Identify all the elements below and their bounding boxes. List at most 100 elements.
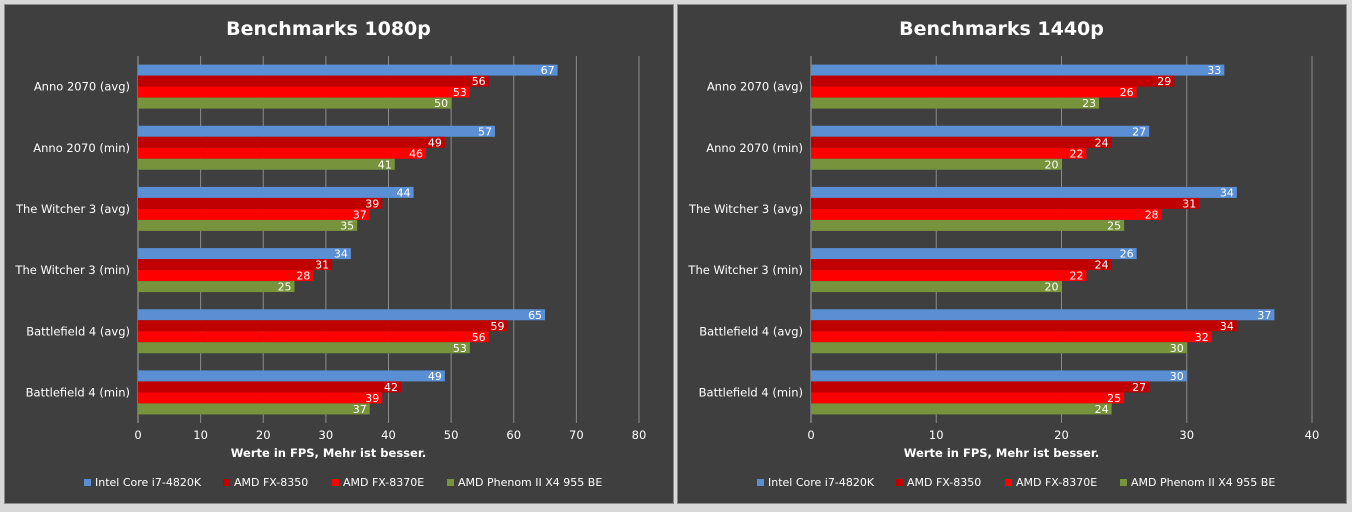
x-axis-label: Werte in FPS, Mehr ist besser. [231, 446, 426, 460]
data-label: 26 [1120, 86, 1134, 99]
bar-amd-phenom-ii-x4-955-be [138, 281, 295, 293]
category-label: Battlefield 4 (avg) [26, 324, 130, 338]
legend-swatch [1005, 479, 1012, 486]
chart-panel-1440p: Benchmarks 1440p 0 10 20 30 40 Anno 2070 (avg)… [677, 4, 1347, 504]
data-label: 29 [1157, 75, 1171, 88]
data-label: 37 [1257, 309, 1271, 322]
data-label: 32 [1195, 331, 1209, 344]
data-label: 56 [472, 331, 486, 344]
data-label: 34 [334, 248, 348, 261]
category-label: The Witcher 3 (avg) [15, 202, 130, 216]
bar-amd-fx-8370e [811, 331, 1212, 343]
data-label: 25 [1107, 219, 1121, 232]
chart-svg: Benchmarks 1080p 0 10 20 30 40 50 60 70 80 Anno 20… [14, 18, 646, 489]
bar-amd-fx-8350 [811, 75, 1175, 87]
x-tick-label: 20 [256, 428, 271, 442]
data-label: 27 [1132, 125, 1146, 138]
chart-svg: Benchmarks 1440p 0 10 20 30 40 Anno 2070 (avg)… [687, 18, 1319, 489]
bar-amd-fx-8370e [138, 86, 470, 98]
data-label: 30 [1170, 342, 1184, 355]
legend-label: Intel Core i7-4820K [95, 476, 202, 489]
x-tick-label: 40 [381, 428, 396, 442]
data-label: 49 [428, 136, 442, 149]
data-label: 31 [1182, 197, 1196, 210]
legend-label: AMD FX-8370E [343, 476, 424, 489]
legend-swatch [223, 479, 230, 486]
x-axis-label: Werte in FPS, Mehr ist besser. [904, 446, 1099, 460]
data-label: 28 [296, 270, 310, 283]
data-label: 46 [409, 147, 423, 160]
x-tick-label: 20 [1054, 428, 1069, 442]
bar-amd-phenom-ii-x4-955-be [811, 403, 1112, 415]
legend-label: Intel Core i7-4820K [768, 476, 875, 489]
data-label: 34 [1220, 186, 1234, 199]
bar-intel-core-i7-4820k [811, 309, 1275, 321]
data-label: 41 [378, 158, 392, 171]
bar-intel-core-i7-4820k [138, 248, 351, 260]
legend-swatch [332, 479, 339, 486]
chart-title: Benchmarks 1080p [226, 18, 431, 40]
data-label: 59 [490, 320, 504, 333]
data-label: 34 [1220, 320, 1234, 333]
bar-amd-phenom-ii-x4-955-be [811, 158, 1062, 170]
x-tick-label: 70 [569, 428, 584, 442]
bar-amd-fx-8370e [811, 147, 1087, 159]
data-label: 37 [353, 403, 367, 416]
bar-amd-fx-8350 [138, 136, 445, 148]
category-label: Anno 2070 (avg) [34, 80, 130, 94]
data-label: 25 [278, 281, 292, 294]
bar-intel-core-i7-4820k [811, 370, 1187, 382]
data-label: 24 [1095, 136, 1109, 149]
bar-amd-fx-8370e [811, 86, 1137, 98]
category-label: The Witcher 3 (avg) [688, 202, 803, 216]
bar-amd-fx-8370e [138, 208, 370, 220]
bar-intel-core-i7-4820k [811, 125, 1150, 137]
data-label: 53 [453, 86, 467, 99]
bar-intel-core-i7-4820k [138, 309, 546, 321]
bar-amd-phenom-ii-x4-955-be [138, 219, 358, 231]
chart-panel-1080p: Benchmarks 1080p 0 10 20 30 40 50 60 70 80 Anno 20… [4, 4, 674, 504]
category-label: Anno 2070 (min) [706, 141, 803, 155]
bar-amd-fx-8370e [138, 331, 489, 343]
bar-amd-fx-8350 [811, 259, 1112, 271]
data-label: 27 [1132, 381, 1146, 394]
bar-amd-fx-8350 [138, 320, 508, 332]
data-label: 24 [1095, 259, 1109, 272]
bar-intel-core-i7-4820k [138, 370, 445, 382]
data-label: 56 [472, 75, 486, 88]
data-label: 20 [1045, 281, 1059, 294]
x-tick-label: 30 [1179, 428, 1194, 442]
bar-amd-fx-8350 [811, 381, 1150, 393]
x-tick-label: 50 [444, 428, 459, 442]
data-label: 35 [340, 219, 354, 232]
bar-amd-phenom-ii-x4-955-be [811, 342, 1187, 354]
legend-label: AMD FX-8350 [907, 476, 981, 489]
data-label: 44 [397, 186, 411, 199]
category-label: Anno 2070 (avg) [707, 80, 803, 94]
data-label: 49 [428, 370, 442, 383]
x-tick-label: 10 [193, 428, 208, 442]
data-label: 30 [1170, 370, 1184, 383]
bar-amd-phenom-ii-x4-955-be [138, 342, 470, 354]
data-label: 24 [1095, 403, 1109, 416]
legend-swatch [84, 479, 91, 486]
bar-amd-fx-8370e [138, 147, 427, 159]
legend-swatch [896, 479, 903, 486]
bar-amd-fx-8350 [138, 197, 383, 209]
legend-label: AMD Phenom II X4 955 BE [1131, 476, 1275, 489]
bar-amd-phenom-ii-x4-955-be [811, 219, 1125, 231]
bar-amd-fx-8370e [811, 208, 1162, 220]
bar-intel-core-i7-4820k [811, 64, 1225, 76]
data-label: 50 [434, 97, 448, 110]
data-label: 28 [1145, 208, 1159, 221]
bar-amd-fx-8350 [138, 75, 489, 87]
category-label: Battlefield 4 (min) [26, 385, 130, 399]
legend-swatch [447, 479, 454, 486]
bar-amd-phenom-ii-x4-955-be [811, 281, 1062, 293]
x-tick-label: 0 [807, 428, 814, 442]
bar-amd-fx-8350 [138, 381, 402, 393]
bar-amd-phenom-ii-x4-955-be [138, 158, 395, 170]
bar-amd-fx-8370e [138, 392, 383, 404]
x-tick-label: 30 [319, 428, 334, 442]
